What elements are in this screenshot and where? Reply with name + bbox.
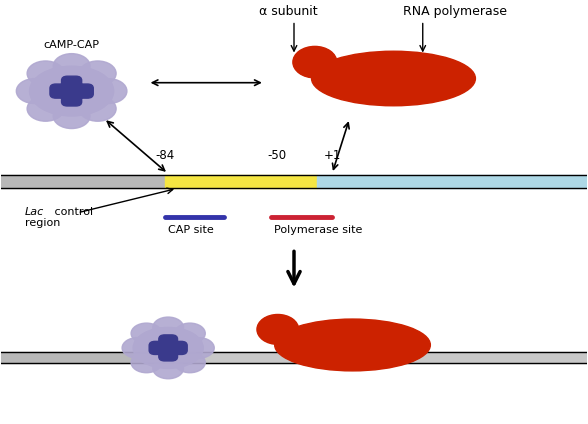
Ellipse shape <box>16 78 53 103</box>
Ellipse shape <box>257 315 299 344</box>
Ellipse shape <box>347 64 451 93</box>
Text: CAP site: CAP site <box>168 226 214 235</box>
Ellipse shape <box>122 338 153 358</box>
Ellipse shape <box>27 96 64 121</box>
Ellipse shape <box>299 51 330 73</box>
Text: -50: -50 <box>267 148 286 162</box>
Ellipse shape <box>79 61 116 86</box>
FancyBboxPatch shape <box>159 335 178 361</box>
Ellipse shape <box>298 50 331 74</box>
Ellipse shape <box>261 318 295 341</box>
Ellipse shape <box>278 320 428 370</box>
Ellipse shape <box>153 317 183 338</box>
FancyBboxPatch shape <box>62 76 82 106</box>
Ellipse shape <box>331 58 462 99</box>
Ellipse shape <box>131 352 162 373</box>
Ellipse shape <box>29 66 113 116</box>
Ellipse shape <box>281 321 426 369</box>
Ellipse shape <box>321 55 469 102</box>
Ellipse shape <box>266 321 289 338</box>
Ellipse shape <box>315 52 473 105</box>
Ellipse shape <box>344 63 453 95</box>
Ellipse shape <box>287 324 422 367</box>
Ellipse shape <box>53 103 90 128</box>
Ellipse shape <box>302 329 411 361</box>
Ellipse shape <box>133 327 203 368</box>
Text: control: control <box>51 207 93 218</box>
Ellipse shape <box>293 326 417 364</box>
Text: RNA polymerase: RNA polymerase <box>403 5 507 18</box>
Ellipse shape <box>262 318 293 340</box>
Ellipse shape <box>301 52 329 72</box>
Ellipse shape <box>79 96 116 121</box>
Ellipse shape <box>338 60 457 97</box>
Ellipse shape <box>153 358 183 379</box>
FancyBboxPatch shape <box>50 84 93 98</box>
Ellipse shape <box>131 323 162 344</box>
Bar <box>165 175 318 188</box>
Ellipse shape <box>318 53 471 103</box>
Ellipse shape <box>90 78 127 103</box>
Ellipse shape <box>258 315 298 344</box>
Ellipse shape <box>303 53 327 71</box>
Ellipse shape <box>340 61 455 95</box>
Ellipse shape <box>300 52 329 73</box>
Ellipse shape <box>299 328 413 362</box>
Ellipse shape <box>156 340 181 356</box>
Text: α subunit: α subunit <box>259 5 318 18</box>
FancyBboxPatch shape <box>149 341 187 354</box>
Ellipse shape <box>263 319 293 340</box>
Ellipse shape <box>264 319 292 339</box>
Bar <box>1 352 148 363</box>
Ellipse shape <box>27 61 64 86</box>
Ellipse shape <box>284 322 424 368</box>
Ellipse shape <box>296 326 416 363</box>
Text: -84: -84 <box>156 148 175 162</box>
Bar <box>318 175 587 188</box>
Text: +1: +1 <box>323 148 340 162</box>
Ellipse shape <box>293 46 337 78</box>
Ellipse shape <box>328 57 464 100</box>
Ellipse shape <box>308 331 407 359</box>
Ellipse shape <box>295 48 335 77</box>
Ellipse shape <box>175 352 205 373</box>
Ellipse shape <box>302 53 328 71</box>
Ellipse shape <box>294 47 336 77</box>
Ellipse shape <box>334 59 460 98</box>
Ellipse shape <box>57 81 86 101</box>
Ellipse shape <box>296 49 333 75</box>
Ellipse shape <box>298 50 332 75</box>
Ellipse shape <box>265 320 291 339</box>
Ellipse shape <box>266 321 290 338</box>
Ellipse shape <box>296 48 334 76</box>
Ellipse shape <box>175 323 205 344</box>
Ellipse shape <box>275 319 430 371</box>
Ellipse shape <box>260 317 295 342</box>
Text: Lac: Lac <box>25 207 44 218</box>
Ellipse shape <box>259 316 296 343</box>
Ellipse shape <box>53 53 90 78</box>
Ellipse shape <box>290 324 420 365</box>
Text: cAMP-CAP: cAMP-CAP <box>44 40 99 50</box>
Bar <box>148 352 587 363</box>
Ellipse shape <box>183 338 214 358</box>
Ellipse shape <box>325 56 466 101</box>
Ellipse shape <box>305 330 409 360</box>
Text: Polymerase site: Polymerase site <box>273 226 362 235</box>
Bar <box>1 175 165 188</box>
Ellipse shape <box>312 51 476 106</box>
Text: region: region <box>25 218 60 228</box>
Ellipse shape <box>259 316 297 343</box>
